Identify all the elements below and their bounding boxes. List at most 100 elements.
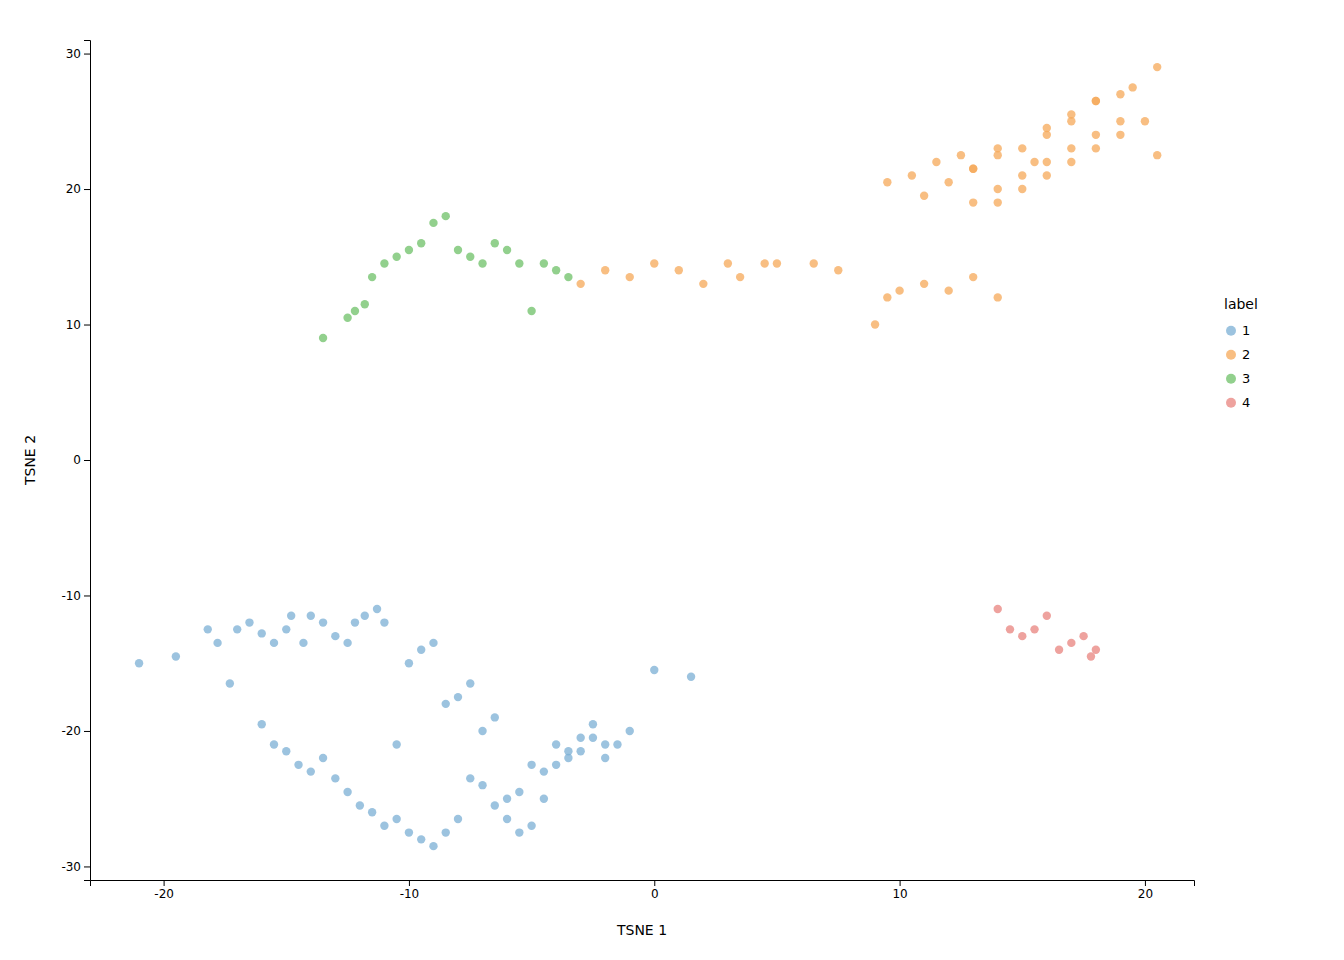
point [1092,97,1100,105]
tick-label: -20 [61,724,81,738]
point [172,652,180,660]
point [1092,97,1100,105]
point [307,767,315,775]
point [601,740,609,748]
point [491,239,499,247]
point [1043,612,1051,620]
legend-item: 4 [1226,395,1250,410]
legend-label: 4 [1242,395,1250,410]
legend-label: 2 [1242,347,1250,362]
tick-label: -10 [400,887,420,901]
point [454,693,462,701]
point [491,713,499,721]
point [319,754,327,762]
point [1092,131,1100,139]
tick-label: -20 [154,887,174,901]
point [969,165,977,173]
point [564,747,572,755]
tick-mark [84,325,90,326]
point [736,273,744,281]
point [417,835,425,843]
point [282,625,290,633]
point [994,151,1002,159]
point [368,273,376,281]
point [1055,645,1063,653]
point [650,666,658,674]
y-axis: -30-20-100102030 [61,41,90,881]
tick-mark [900,880,901,886]
point [932,158,940,166]
point [944,178,952,186]
point [589,734,597,742]
point [417,239,425,247]
point [994,185,1002,193]
point [527,761,535,769]
point [466,679,474,687]
point [245,618,253,626]
point [1079,632,1087,640]
point [1067,144,1075,152]
point [957,151,965,159]
point [392,815,400,823]
point [373,605,381,613]
point [675,266,683,274]
legend-item: 1 [1226,323,1250,338]
point [405,246,413,254]
point [626,727,634,735]
point [601,754,609,762]
tick-label: -30 [61,860,81,874]
point [527,307,535,315]
point [258,629,266,637]
tick-label: 10 [66,318,81,332]
point [454,815,462,823]
legend-item: 2 [1226,347,1250,362]
point [392,253,400,261]
legend-item: 3 [1226,371,1250,386]
point [478,727,486,735]
tick-mark [84,866,90,867]
point [540,767,548,775]
point [331,774,339,782]
point [356,801,364,809]
tick: -20 [154,880,174,901]
point [944,286,952,294]
point [1043,171,1051,179]
point [343,639,351,647]
tick: 10 [892,880,907,901]
point [883,293,891,301]
point [1043,158,1051,166]
point [1030,158,1038,166]
point [442,700,450,708]
point [1092,645,1100,653]
point [429,842,437,850]
point [287,612,295,620]
point [270,639,278,647]
tick-label: 30 [66,47,81,61]
tick-mark [654,880,655,886]
point [1116,131,1124,139]
point [613,740,621,748]
point [299,639,307,647]
point [1030,625,1038,633]
tick: 0 [651,880,659,901]
plot: -20-1001020-30-20-100102030 [61,41,1194,901]
point [699,280,707,288]
point [442,828,450,836]
point [1018,171,1026,179]
point [1128,83,1136,91]
point [226,679,234,687]
point [1116,90,1124,98]
point [1116,117,1124,125]
legend-swatch [1226,374,1236,384]
point [135,659,143,667]
point [969,273,977,281]
point [319,334,327,342]
axis-line [84,41,91,881]
point [392,740,400,748]
point [994,605,1002,613]
point [343,314,351,322]
tick-mark [164,880,165,886]
tick-label: 20 [66,182,81,196]
point [454,246,462,254]
point [601,266,609,274]
